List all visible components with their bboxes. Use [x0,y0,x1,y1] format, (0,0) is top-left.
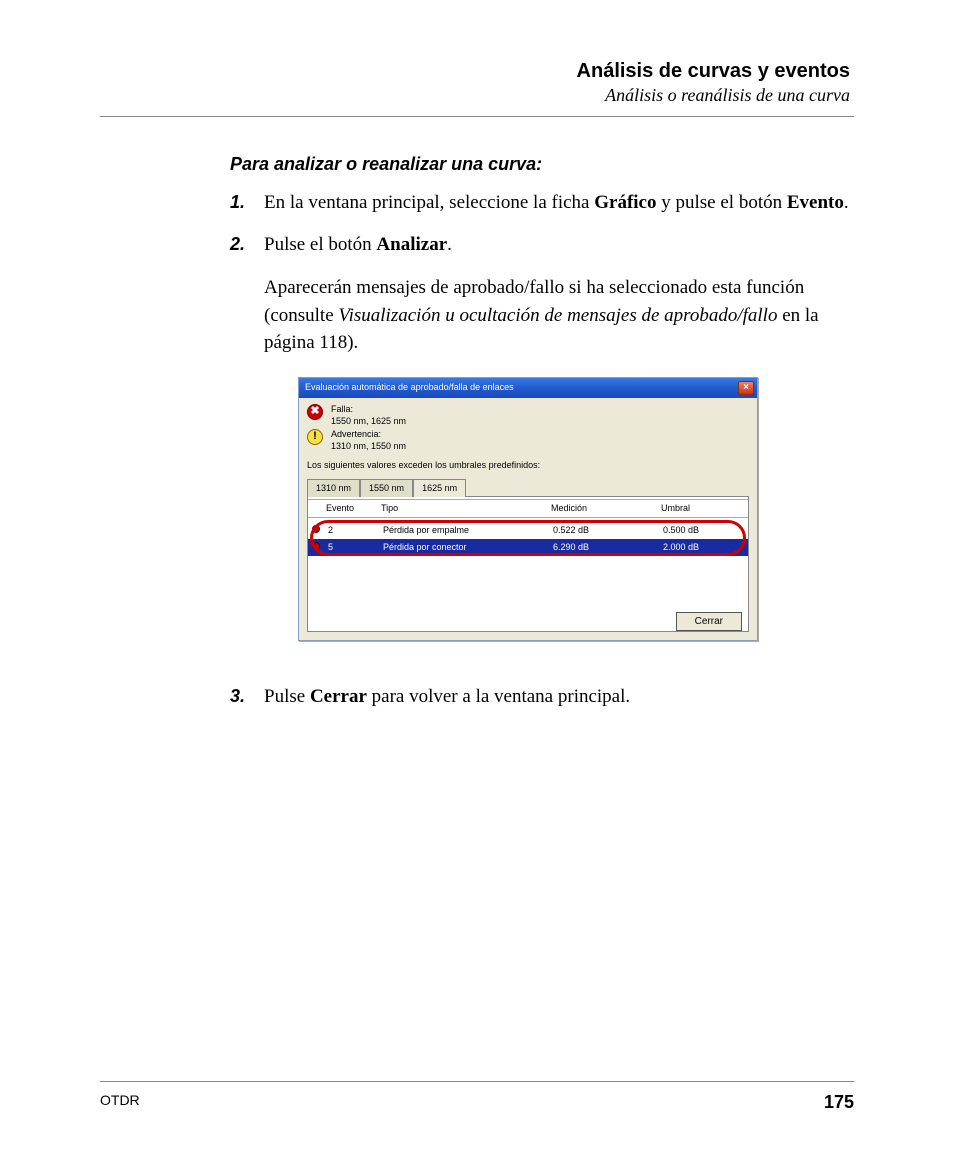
close-icon[interactable]: × [738,381,754,395]
button-cerrar: Cerrar [310,686,367,707]
fail-text: Falla: 1550 nm, 1625 nm [331,404,406,427]
cell-um: 2.000 dB [659,539,748,556]
warn-icon: ! [307,429,323,445]
warn-text: Advertencia: 1310 nm, 1550 nm [331,429,406,452]
text: y pulse el botón [657,192,787,213]
dialog-footer: Cerrar [308,606,748,631]
dialog-titlebar: Evaluación automática de aprobado/falla … [299,378,757,398]
step-1-number: 1. [230,189,264,217]
col-evento: Evento [322,500,377,517]
text: Pulse el botón [264,234,376,255]
page: Análisis de curvas y eventos Análisis o … [0,0,954,1159]
cell-med: 0.522 dB [549,522,659,539]
step-2-body: Pulse el botón Analizar. Aparecerán mens… [264,231,854,669]
table-row[interactable]: 5 Pérdida por conector 6.290 dB 2.000 dB [308,539,748,556]
fail-icon: ✖ [307,404,323,420]
cell-med: 6.290 dB [549,539,659,556]
threshold-note: Los siguientes valores exceden los umbra… [307,459,749,472]
tabs: 1310 nm 1550 nm 1625 nm [307,478,749,496]
fail-dot-icon [312,525,320,533]
text: para volver a la ventana principal. [367,686,630,707]
step-1: 1. En la ventana principal, seleccione l… [230,189,854,217]
cell-tipo: Pérdida por conector [379,539,549,556]
dialog-passfail: Evaluación automática de aprobado/falla … [298,377,758,641]
cell-ev: 2 [324,522,379,539]
col-medicion: Medición [547,500,657,517]
dialog-body: ✖ Falla: 1550 nm, 1625 nm ! Advertencia:… [299,398,757,640]
step-2: 2. Pulse el botón Analizar. Aparecerán m… [230,231,854,669]
text: En la ventana principal, seleccione la f… [264,192,594,213]
instruction-title: Para analizar o reanalizar una curva: [230,151,854,177]
grid-header: Evento Tipo Medición Umbral [308,499,748,518]
dialog-title: Evaluación automática de aprobado/falla … [305,381,738,394]
table-row[interactable]: 2 Pérdida por empalme 0.522 dB 0.500 dB [308,522,748,539]
fail-dot-icon [312,542,320,550]
section-title: Análisis o reanálisis de una curva [100,85,850,106]
fail-row: ✖ Falla: 1550 nm, 1625 nm [307,404,749,427]
step-3: 3. Pulse Cerrar para volver a la ventana… [230,683,854,711]
text: Pulse [264,686,310,707]
fail-values: 1550 nm, 1625 nm [331,416,406,426]
step-3-body: Pulse Cerrar para volver a la ventana pr… [264,683,854,711]
warn-row: ! Advertencia: 1310 nm, 1550 nm [307,429,749,452]
header-divider [100,116,854,117]
tab-1625[interactable]: 1625 nm [413,479,466,497]
tab-1550[interactable]: 1550 nm [360,479,413,497]
col-umbral: Umbral [657,500,748,517]
col-tipo: Tipo [377,500,547,517]
tab-panel: Evento Tipo Medición Umbral 2 Pérdida po… [307,496,749,632]
button-evento: Evento [787,192,844,213]
text: . [447,234,452,255]
cell-ev: 5 [324,539,379,556]
product-name: OTDR [100,1092,140,1113]
content-block: Para analizar o reanalizar una curva: 1.… [230,151,854,710]
step-1-body: En la ventana principal, seleccione la f… [264,189,854,217]
warn-values: 1310 nm, 1550 nm [331,441,406,451]
field-grafico: Gráfico [594,192,656,213]
warn-label: Advertencia: [331,429,381,439]
page-number: 175 [824,1092,854,1113]
cell-tipo: Pérdida por empalme [379,522,549,539]
page-header: Análisis de curvas y eventos Análisis o … [100,60,854,106]
text: . [844,192,849,213]
tab-1310[interactable]: 1310 nm [307,479,360,497]
grid-rows: 2 Pérdida por empalme 0.522 dB 0.500 dB … [308,518,748,606]
footer-divider [100,1081,854,1082]
button-analizar: Analizar [376,234,447,255]
step-3-number: 3. [230,683,264,711]
step-2-number: 2. [230,231,264,669]
cell-um: 0.500 dB [659,522,748,539]
chapter-title: Análisis de curvas y eventos [100,60,850,83]
cerrar-button[interactable]: Cerrar [676,612,742,631]
page-footer: OTDR 175 [100,1081,854,1113]
xref: Visualización u ocultación de mensajes d… [338,305,777,326]
fail-label: Falla: [331,404,353,414]
